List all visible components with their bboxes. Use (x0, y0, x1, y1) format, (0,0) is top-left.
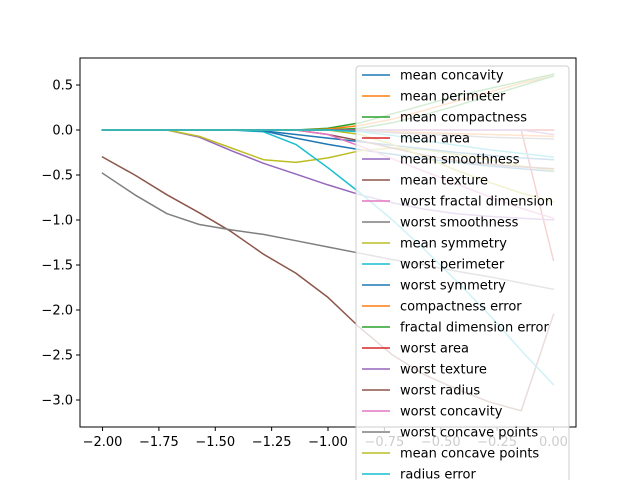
y-axis: 0.5 0.0 −0.5 −1.0 −1.5 −2.0 −2.5 −3.0 (41, 79, 80, 409)
x-tick-label: −1.75 (139, 435, 179, 450)
legend-label: worst smoothness (400, 216, 519, 231)
x-tick-label: −2.00 (83, 435, 123, 450)
legend-label: mean symmetry (400, 237, 507, 252)
legend-label: mean texture (400, 174, 488, 189)
legend-label: worst concavity (400, 405, 503, 420)
y-tick-label: −1.0 (41, 214, 73, 229)
legend-label: fractal dimension error (400, 321, 549, 336)
legend-label: mean smoothness (400, 153, 520, 168)
legend-label: worst symmetry (400, 279, 506, 294)
x-tick-label: −1.25 (252, 435, 292, 450)
y-tick-label: 0.0 (52, 124, 73, 139)
legend-label: mean area (400, 132, 470, 147)
y-tick-label: 0.5 (52, 79, 73, 94)
legend-label: mean compactness (400, 111, 527, 126)
x-tick-label: −1.00 (308, 435, 348, 450)
legend-label: mean concavity (400, 69, 504, 84)
legend-label: mean perimeter (400, 90, 506, 105)
legend-label: worst radius (400, 384, 480, 399)
legend-label: worst concave points (400, 426, 538, 441)
legend-label: worst fractal dimension (400, 195, 553, 210)
y-tick-label: −3.0 (41, 394, 73, 409)
y-tick-label: −1.5 (41, 259, 73, 274)
legend-label: mean concave points (400, 447, 539, 462)
y-tick-label: −2.5 (41, 349, 73, 364)
legend-label: worst texture (400, 363, 487, 378)
legend: mean concavity mean perimeter mean compact… (355, 65, 570, 480)
x-tick-label: −1.50 (195, 435, 235, 450)
legend-label: radius error (400, 468, 476, 480)
legend-label: worst area (400, 342, 469, 357)
legend-label: worst perimeter (400, 258, 505, 273)
legend-label: compactness error (400, 300, 522, 315)
y-tick-label: −0.5 (41, 169, 73, 184)
legend-box (355, 65, 570, 480)
y-tick-label: −2.0 (41, 304, 73, 319)
